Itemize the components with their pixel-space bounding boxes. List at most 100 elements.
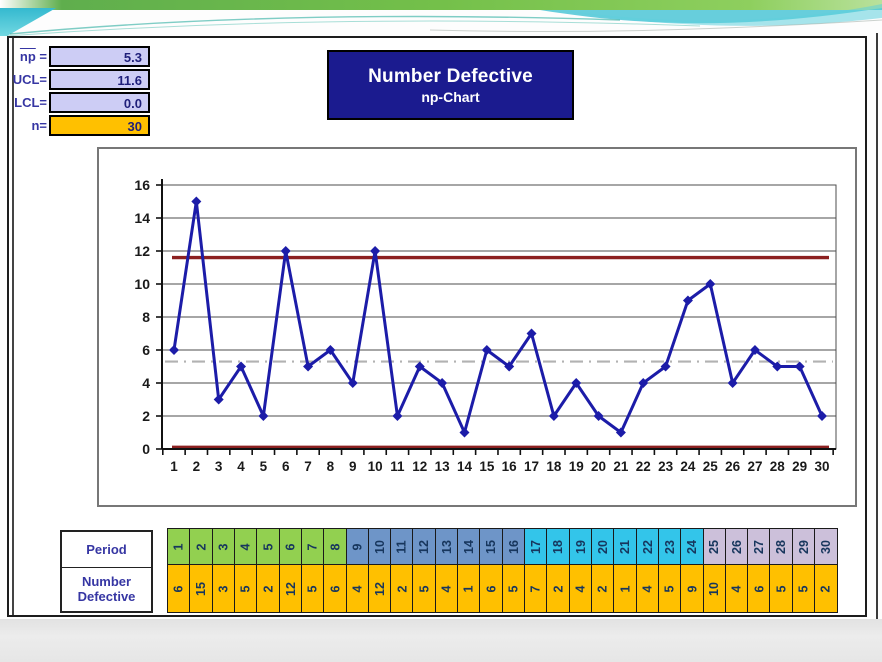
period-cell: 26 [724,528,749,565]
period-column: 15 6 [479,528,504,613]
period-column: 19 4 [568,528,593,613]
defective-cell: 6 [323,565,347,613]
stat-row: UCL= 11.6 [11,69,150,90]
svg-text:4: 4 [142,375,150,391]
svg-text:14: 14 [457,459,473,474]
svg-text:13: 13 [435,459,451,474]
defective-cell: 5 [657,565,682,613]
chart-title-box: Number Defective np-Chart [327,50,574,120]
defective-cell: 5 [791,565,816,613]
defective-cell: 6 [479,565,504,613]
svg-text:19: 19 [569,459,584,474]
period-cell: 27 [747,528,771,565]
period-cell: 29 [791,528,816,565]
defective-cell: 4 [724,565,749,613]
svg-text:21: 21 [613,459,629,474]
svg-text:27: 27 [747,459,762,474]
svg-text:1: 1 [170,459,178,474]
svg-text:16: 16 [502,459,518,474]
period-column: 28 5 [769,528,794,613]
chart-title-line1: Number Defective [368,65,533,87]
period-column: 11 2 [390,528,414,613]
period-cell: 19 [568,528,593,565]
period-cell: 18 [546,528,571,565]
stat-row: np = 5.3 [11,46,150,67]
period-cell: 5 [256,528,281,565]
stat-row: n= 30 [11,115,150,136]
defective-cell: 2 [256,565,281,613]
period-cell: 1 [167,528,191,565]
period-cell: 17 [524,528,548,565]
swoosh-graphic [0,0,882,40]
svg-text:24: 24 [680,459,696,474]
svg-text:15: 15 [479,459,495,474]
svg-text:2: 2 [142,408,150,424]
stat-label: n= [31,118,47,133]
svg-text:23: 23 [658,459,674,474]
defective-cell: 3 [211,565,236,613]
period-cell: 2 [189,528,214,565]
svg-text:11: 11 [390,459,405,474]
period-row-label: Period [62,532,151,568]
defective-cell: 9 [680,565,704,613]
period-cell: 16 [501,528,526,565]
defective-cell: 15 [189,565,214,613]
period-cell: 15 [479,528,504,565]
svg-text:16: 16 [134,177,150,193]
bottom-gray-strip [0,619,882,662]
period-column: 27 6 [747,528,771,613]
period-column: 10 12 [367,528,392,613]
period-table-cells: 1 6 2 15 3 3 4 5 5 2 6 12 7 5 8 6 9 4 10 12 11 2 12 5 13 4 14 1 15 6 1… [167,528,838,613]
period-cell: 25 [702,528,727,565]
period-cell: 21 [613,528,638,565]
svg-text:2: 2 [193,459,201,474]
period-column: 23 5 [657,528,682,613]
defective-cell: 4 [568,565,593,613]
defective-cell: 2 [546,565,571,613]
period-column: 21 1 [613,528,638,613]
svg-text:0: 0 [142,441,150,457]
svg-text:22: 22 [636,459,651,474]
stats-table: np = 5.3 UCL= 11.6 LCL= 0.0 n= 30 [11,46,150,138]
defective-cell: 1 [457,565,481,613]
period-column: 14 1 [457,528,481,613]
svg-text:8: 8 [327,459,335,474]
svg-text:20: 20 [591,459,606,474]
svg-text:28: 28 [770,459,786,474]
period-column: 13 4 [434,528,459,613]
svg-text:25: 25 [703,459,719,474]
period-cell: 4 [233,528,258,565]
period-column: 30 2 [814,528,838,613]
svg-text:6: 6 [282,459,290,474]
svg-text:5: 5 [260,459,268,474]
period-cell: 23 [657,528,682,565]
defective-cell: 2 [814,565,838,613]
defective-cell: 4 [635,565,660,613]
period-column: 16 5 [501,528,526,613]
svg-text:7: 7 [304,459,312,474]
period-cell: 13 [434,528,459,565]
stat-value: 11.6 [49,69,150,90]
period-cell: 28 [769,528,794,565]
svg-text:6: 6 [142,342,150,358]
period-cell: 3 [211,528,236,565]
stat-value: 5.3 [49,46,150,67]
defective-cell: 5 [233,565,258,613]
defective-cell: 7 [524,565,548,613]
stat-label: UCL= [12,72,47,87]
defective-cell: 12 [278,565,303,613]
defective-cell: 1 [613,565,638,613]
defective-row-label-line2: Defective [77,588,136,604]
defective-cell: 6 [167,565,191,613]
period-cell: 6 [278,528,303,565]
period-cell: 12 [412,528,437,565]
defective-cell: 12 [367,565,392,613]
